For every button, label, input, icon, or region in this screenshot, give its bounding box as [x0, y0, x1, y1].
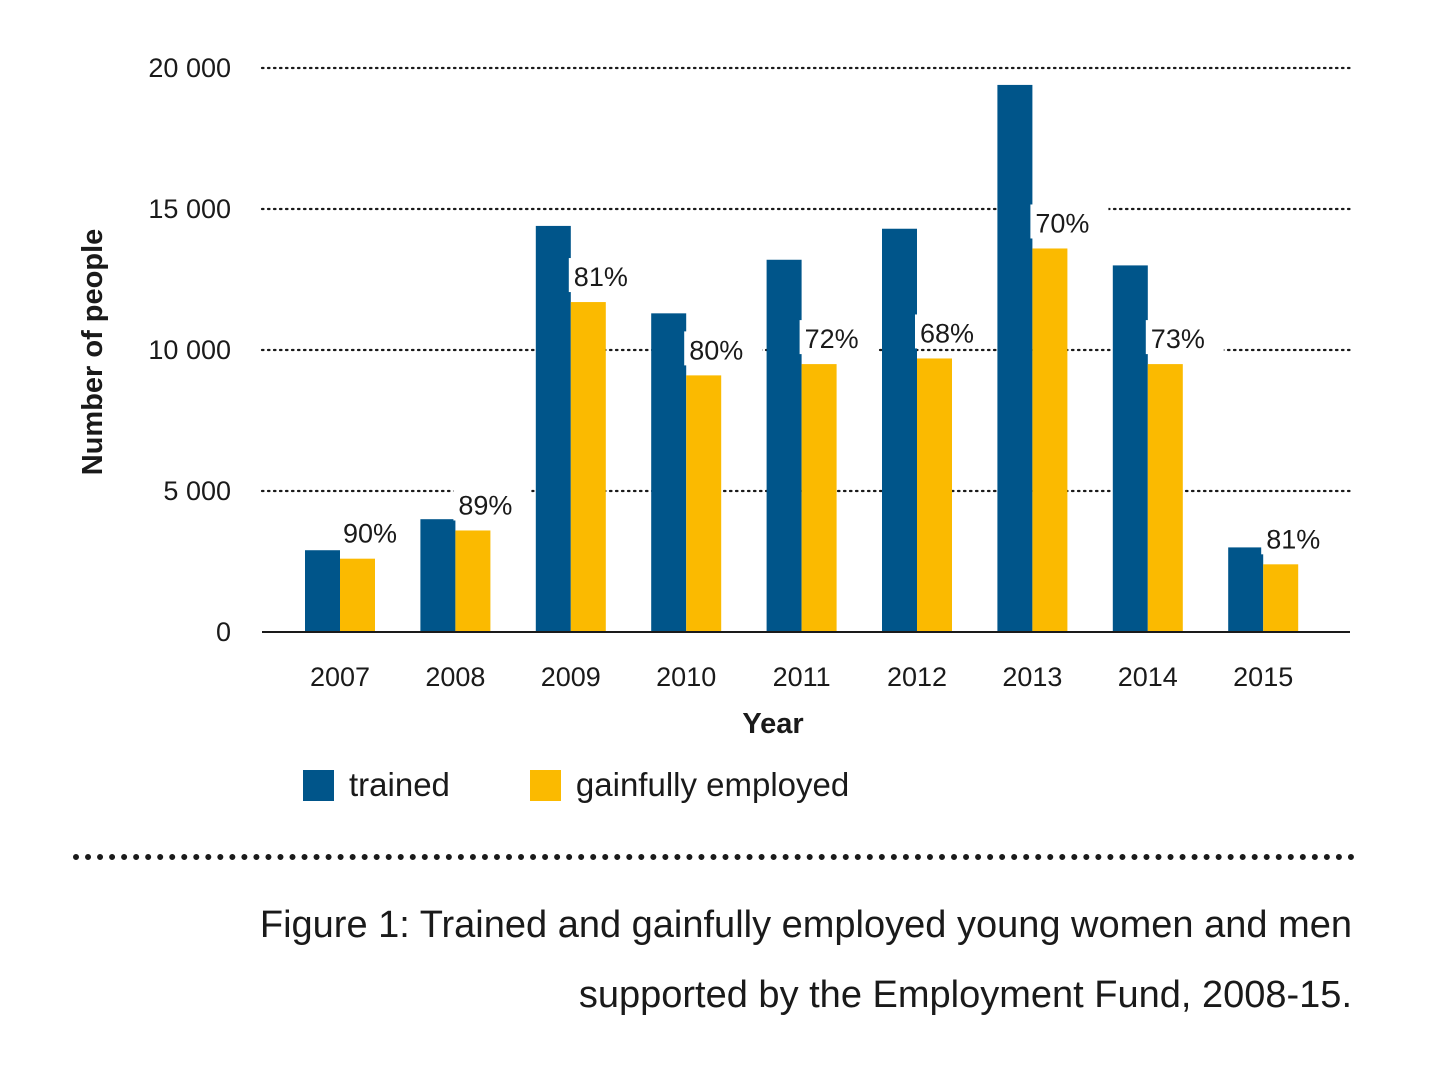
bar-trained-2008 [420, 519, 456, 632]
y-axis-title: Number of people [77, 229, 109, 476]
x-tick-label: 2010 [656, 662, 716, 692]
bar-trained-2007 [305, 550, 340, 632]
bar-gainfully-employed-2011 [801, 364, 837, 632]
data-label-background [1145, 320, 1224, 355]
x-tick-label: 2015 [1233, 662, 1293, 692]
legend-swatch-trained [303, 769, 334, 801]
figure-caption: Figure 1: Trained and gainfully employed… [112, 890, 1352, 1030]
caption-line-2: supported by the Employment Fund, 2008-1… [578, 974, 1352, 1016]
bar-gainfully-employed-2015 [1263, 564, 1299, 632]
y-axis-ticks: 0 5 000 10 000 15 000 20 000 [148, 53, 231, 647]
bar-gainfully-employed-2007 [340, 558, 375, 632]
legend-label-gainfully-employed: gainfully employed [575, 766, 850, 803]
bar-trained-2012 [882, 228, 917, 633]
bars [305, 84, 1299, 633]
bar-gainfully-employed-2008 [455, 530, 491, 632]
caption-line-1: Figure 1: Trained and gainfully employed… [259, 904, 1352, 946]
caption-divider [73, 854, 1355, 860]
data-label: 73% [1151, 324, 1205, 354]
y-tick-label: 15 000 [148, 194, 231, 224]
data-label: 90% [343, 519, 397, 549]
data-label: 70% [1035, 208, 1089, 238]
data-label: 81% [574, 262, 628, 292]
bar-gainfully-employed-2010 [686, 375, 722, 632]
legend-label-trained: trained [349, 766, 450, 803]
bar-gainfully-employed-2014 [1147, 364, 1183, 632]
bar-trained-2014 [1112, 265, 1148, 632]
data-label-background [915, 314, 993, 349]
x-tick-label: 2014 [1118, 662, 1178, 692]
bar-trained-2015 [1228, 547, 1264, 632]
x-axis-title: Year [742, 708, 803, 740]
data-label: 81% [1266, 524, 1320, 554]
bar-trained-2011 [766, 259, 802, 632]
bar-gainfully-employed-2012 [917, 358, 952, 632]
y-tick-label: 0 [216, 617, 231, 647]
y-tick-label: 20 000 [148, 53, 231, 83]
data-label-background [799, 320, 878, 355]
data-label-background [453, 486, 532, 521]
x-tick-label: 2011 [773, 662, 831, 692]
data-label-background [1030, 204, 1109, 239]
y-tick-label: 5 000 [163, 476, 231, 506]
bar-trained-2010 [651, 313, 687, 632]
legend-item-gainfully-employed: gainfully employed [529, 766, 850, 804]
data-label: 68% [920, 318, 974, 348]
data-label-background [338, 514, 416, 549]
legend: trained gainfully employed [303, 766, 849, 804]
x-tick-label: 2013 [1002, 662, 1062, 692]
bar-trained-2009 [535, 225, 571, 633]
x-tick-label: 2009 [541, 662, 601, 692]
data-label-background [568, 258, 647, 293]
data-labels: 90% 89% 81% 80% 72% 68% 70% 73% 81% [338, 204, 1340, 555]
x-tick-label: 2008 [425, 662, 485, 692]
x-tick-label: 2012 [887, 662, 947, 692]
data-label: 89% [458, 490, 512, 520]
data-label-background [684, 331, 763, 366]
bar-gainfully-employed-2013 [1032, 248, 1068, 633]
x-axis-ticks: 2007 2008 2009 2010 2011 2012 2013 2014 2015 [310, 662, 1293, 692]
bar-chart: 0 5 000 10 000 15 000 20 000 90% 89% 81% 80% 72%… [77, 53, 1352, 740]
data-label-background [1261, 520, 1340, 555]
y-tick-label: 10 000 [148, 335, 231, 365]
data-label: 72% [805, 324, 859, 354]
x-tick-label: 2007 [310, 662, 370, 692]
bar-gainfully-employed-2009 [570, 302, 606, 632]
data-label: 80% [689, 335, 743, 365]
bar-trained-2013 [997, 84, 1033, 633]
legend-item-trained: trained [303, 766, 450, 804]
legend-swatch-gainfully-employed [529, 769, 561, 801]
